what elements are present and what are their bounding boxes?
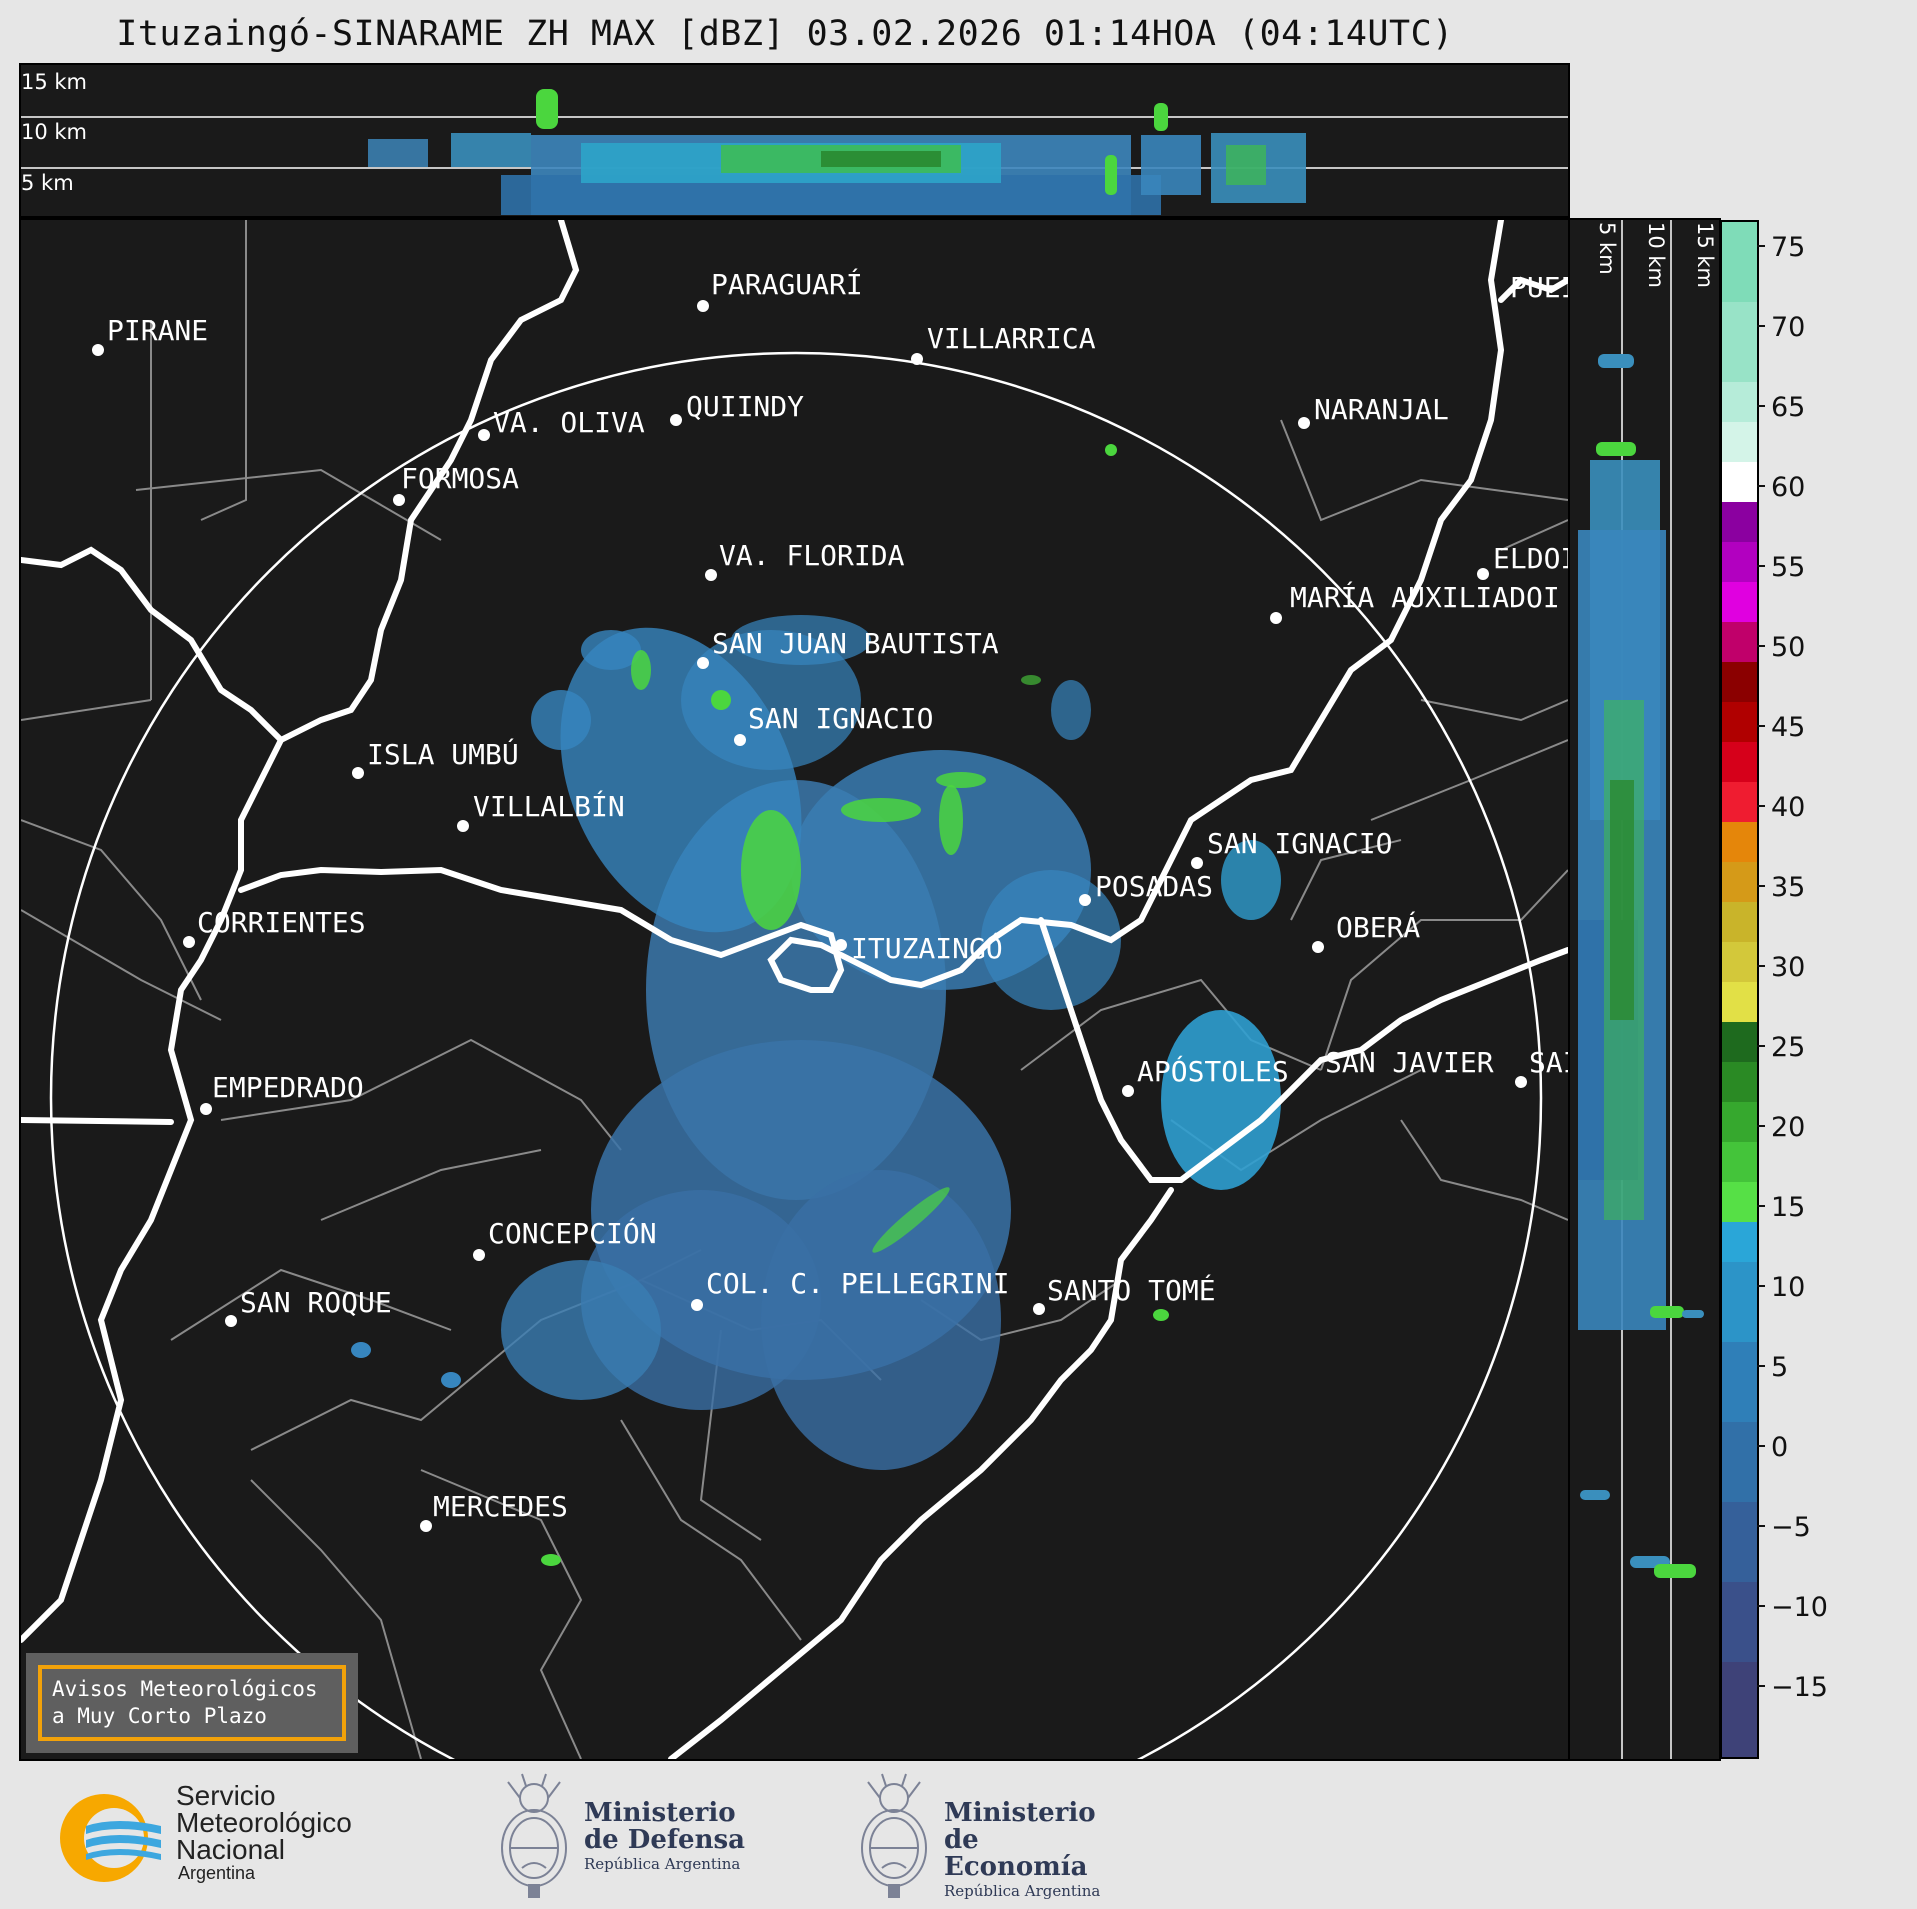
smn-line-4: Argentina [178, 1863, 256, 1883]
colorbar-tick: −5 [1771, 1512, 1811, 1543]
coat-of-arms-icon [501, 1773, 567, 1898]
notice-panel: Avisos Meteorológicos a Muy Corto Plazo [26, 1653, 358, 1753]
city-label-va-florida: VA. FLORIDA [719, 539, 905, 572]
colorbar-tick: 0 [1771, 1432, 1788, 1463]
defensa-line-3: República Argentina [584, 1855, 741, 1873]
colorbar-tick: 25 [1771, 1032, 1805, 1063]
smn-line-1: Servicio [176, 1780, 276, 1811]
city-label-apostoles: APÓSTOLES [1137, 1054, 1289, 1088]
side-altitude-label-5km: 5 km [1595, 222, 1619, 275]
colorbar-tick: 15 [1771, 1192, 1805, 1223]
city-label-empedrado: EMPEDRADO [212, 1071, 364, 1104]
city-label-san-ignacio-ar: SAN IGNACIO [1207, 827, 1392, 860]
vertical-profile-side-panel: 5 km 10 km 15 km [1568, 218, 1721, 1761]
city-label-san-juan-bautista: SAN JUAN BAUTISTA [712, 627, 999, 660]
notice-line-2: a Muy Corto Plazo [52, 1704, 267, 1728]
echo-profile-side [1578, 354, 1704, 1578]
colorbar-ticks: 75 70 65 60 55 50 45 40 35 30 25 20 15 1… [1757, 232, 1828, 1703]
colorbar-tick: 40 [1771, 792, 1805, 823]
colorbar-tick: 70 [1771, 312, 1805, 343]
economia-line-1: Ministerio [944, 1798, 1096, 1828]
side-altitude-label-15km: 15 km [1693, 222, 1717, 288]
vertical-profile-top-panel: 15 km 10 km 5 km [19, 63, 1570, 218]
colorbar-tick: 75 [1771, 232, 1805, 263]
reflectivity-colorbar [1720, 220, 1759, 1759]
radar-echoes [351, 444, 1281, 1566]
colorbar-tick: −15 [1771, 1672, 1828, 1703]
city-label-paraguari: PARAGUARÍ [711, 267, 863, 301]
colorbar-swatches [1722, 222, 1757, 1757]
radar-range-ring [49, 351, 1543, 1759]
economia-line-3: República Argentina [944, 1882, 1101, 1900]
colorbar-tick: 5 [1771, 1352, 1788, 1383]
colorbar-tick: 60 [1771, 472, 1805, 503]
city-label-corrientes: CORRIENTES [197, 906, 366, 939]
colorbar-tick: 30 [1771, 952, 1805, 983]
city-label-ituzaingo: ITUZAINGÓ [851, 931, 1003, 965]
city-label-sai: SAI [1529, 1046, 1568, 1079]
city-label-villalbin: VILLALBÍN [473, 789, 625, 823]
city-label-eldoi: ELDOI [1493, 542, 1568, 575]
altitude-label-15km: 15 km [21, 70, 87, 94]
smn-line-2: Meteorológico [176, 1807, 352, 1838]
echo-profile-top [368, 89, 1306, 215]
defensa-line-1: Ministerio [584, 1798, 736, 1828]
altitude-label-5km: 5 km [21, 171, 74, 195]
colorbar-tick: 65 [1771, 392, 1805, 423]
side-altitude-label-10km: 10 km [1644, 222, 1668, 288]
city-markers [92, 300, 1527, 1532]
city-label-villarrica: VILLARRICA [927, 322, 1096, 355]
economia-line-2: de Economía [944, 1825, 1088, 1882]
city-label-maria-auxiliadora: MARÍA AUXILIADOI [1290, 580, 1560, 614]
notice-line-1: Avisos Meteorológicos [52, 1677, 318, 1701]
colorbar-tick: 45 [1771, 712, 1805, 743]
city-label-san-javier: SAN JAVIER [1325, 1046, 1494, 1079]
defensa-line-2: de Defensa [584, 1825, 745, 1855]
city-label-san-ignacio-py: SAN IGNACIO [748, 702, 933, 735]
ministerio-economia-logo[interactable]: Ministerio de Economía República Argenti… [854, 1772, 1124, 1902]
smn-line-3: Nacional [176, 1834, 285, 1865]
city-label-isla-umbu: ISLA UMBÚ [367, 737, 519, 771]
department-borders [21, 220, 1568, 1759]
city-label-naranjal: NARANJAL [1314, 393, 1449, 426]
colorbar-tick: −10 [1771, 1592, 1828, 1623]
ministerio-defensa-logo[interactable]: Ministerio de Defensa República Argentin… [494, 1772, 754, 1902]
notice-box[interactable]: Avisos Meteorológicos a Muy Corto Plazo [38, 1665, 346, 1741]
city-label-quiindy: QUIINDY [686, 390, 804, 423]
city-label-santo-tome: SANTO TOMÉ [1047, 1273, 1216, 1307]
smn-logo[interactable]: Servicio Meteorológico Nacional Argentin… [56, 1782, 396, 1892]
colorbar-tick: 20 [1771, 1112, 1805, 1143]
map-title: Ituzaingó-SINARAME ZH MAX [dBZ] 03.02.20… [116, 14, 1454, 54]
city-label-puei: PUEI [1510, 271, 1568, 304]
coat-of-arms-icon [861, 1773, 927, 1898]
colorbar-tick: 10 [1771, 1272, 1805, 1303]
colorbar-tick: 50 [1771, 632, 1805, 663]
smn-emblem-icon [60, 1794, 161, 1882]
radar-map[interactable]: PIRANE PARAGUARÍ VILLARRICA PUEI QUIINDY… [19, 218, 1570, 1761]
colorbar-tick: 55 [1771, 552, 1805, 583]
altitude-label-10km: 10 km [21, 120, 87, 144]
city-label-col-c-pellegrini: COL. C. PELLEGRINI [706, 1267, 1009, 1300]
colorbar-tick: 35 [1771, 872, 1805, 903]
international-borders [21, 220, 1568, 1759]
city-label-san-roque: SAN ROQUE [240, 1286, 392, 1319]
city-label-formosa: FORMOSA [401, 462, 519, 495]
city-label-pirane: PIRANE [107, 314, 208, 347]
city-label-posadas: POSADAS [1095, 870, 1213, 903]
city-label-concepcion: CONCEPCIÓN [488, 1216, 657, 1250]
city-label-va-oliva: VA. OLIVA [493, 406, 645, 439]
city-label-obera: OBERÁ [1336, 910, 1420, 944]
city-label-mercedes: MERCEDES [433, 1490, 568, 1523]
